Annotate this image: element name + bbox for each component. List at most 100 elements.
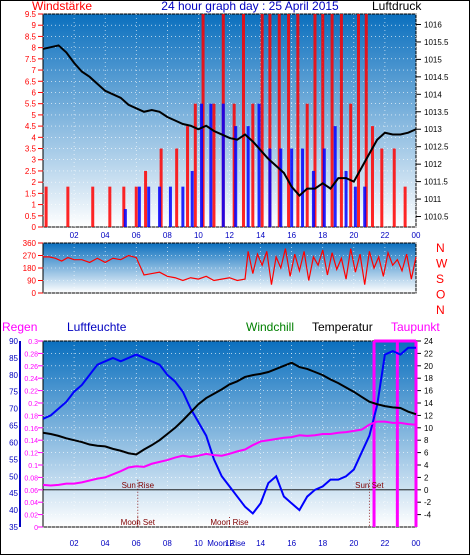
y-tick-label-luftdruck: 1015.5 xyxy=(424,38,449,47)
y-tick-label-windstaerke: 3.5 xyxy=(25,145,37,154)
y-tick-label-luftdruck: 1014 xyxy=(424,90,442,99)
bar-windstärke xyxy=(364,14,368,227)
compass-label: O xyxy=(436,288,445,302)
y-tick-label-luftdruck: 1011.5 xyxy=(424,178,448,187)
bar-windstärke xyxy=(122,186,126,227)
bar-windstärke xyxy=(144,170,148,227)
y-tick-label-luftdruck: 1013 xyxy=(424,125,442,134)
y-tick-label-direction: 360 xyxy=(23,239,37,248)
y-tick-label-luftdruck: 1015 xyxy=(424,55,442,64)
bar-windstärke xyxy=(175,148,179,227)
bar-windstärke xyxy=(201,14,205,227)
x-tick-label: 10 xyxy=(194,539,203,548)
bar-windstärke xyxy=(91,186,95,227)
x-tick-label: 22 xyxy=(380,539,389,548)
annotation-label: Sun Set xyxy=(355,481,384,490)
bar-windstärke xyxy=(305,103,309,227)
wind-pressure-plot-area xyxy=(42,13,417,228)
bar-windstärke xyxy=(330,14,334,227)
bar-böen xyxy=(200,103,204,227)
bar-böen xyxy=(209,103,213,227)
bar-windstärke xyxy=(241,14,245,227)
bar-windstärke xyxy=(287,14,291,227)
x-tick-label: 08 xyxy=(163,231,172,240)
y-tick-label-luftfeuchte: 80 xyxy=(9,371,18,380)
y-tick-label-direction: 0 xyxy=(32,289,37,298)
x-tick-label: 06 xyxy=(132,539,141,548)
bar-windstärke xyxy=(349,103,353,227)
y-tick-label-luftfeuchte: 65 xyxy=(9,422,18,431)
x-tick-label: 18 xyxy=(318,539,327,548)
bar-böen xyxy=(268,148,272,227)
y-tick-label-regen: 0.12 xyxy=(24,451,38,458)
bar-böen xyxy=(279,148,283,227)
bar-böen xyxy=(123,209,127,227)
x-tick-label: 12 xyxy=(225,231,234,240)
y-tick-label-temperatur: 4 xyxy=(424,461,429,470)
bar-windstärke xyxy=(313,14,317,227)
y-tick-label-luftfeuchte: 85 xyxy=(9,354,18,363)
y-tick-label-windstaerke: 9.5 xyxy=(25,10,37,19)
y-tick-label-windstaerke: 0 xyxy=(32,223,37,232)
y-tick-label-temperatur: -4 xyxy=(424,511,432,520)
y-tick-label-luftfeuchte: 55 xyxy=(9,455,18,464)
y-tick-label-luftfeuchte: 70 xyxy=(9,405,18,414)
y-tick-label-windstaerke: 7.5 xyxy=(25,55,37,64)
y-tick-label-temperatur: 24 xyxy=(424,337,433,346)
bar-windstärke xyxy=(212,103,216,227)
x-tick-label: 14 xyxy=(256,231,265,240)
bar-böen xyxy=(363,186,367,227)
x-tick-label: 02 xyxy=(70,231,79,240)
y-tick-label-luftfeuchte: 45 xyxy=(9,489,18,498)
y-tick-label-regen: 0.3 xyxy=(28,339,38,346)
y-tick-label-temperatur: 0 xyxy=(424,486,429,495)
y-tick-label-luftfeuchte: 75 xyxy=(9,388,18,397)
y-tick-label-windstaerke: 5.5 xyxy=(25,100,37,109)
regen-label: Regen xyxy=(2,320,37,334)
taupunkt-label: Taupunkt xyxy=(391,320,440,334)
compass-label: W xyxy=(436,257,448,271)
bar-windstärke xyxy=(403,186,407,227)
bar-windstärke xyxy=(186,126,190,227)
y-tick-label-temperatur: 18 xyxy=(424,374,433,383)
y-tick-label-windstaerke: 8 xyxy=(32,44,37,53)
x-tick-label: 16 xyxy=(287,231,296,240)
windstaerke-label: Windstärke xyxy=(32,0,92,13)
bar-böen xyxy=(301,148,305,227)
bar-windstärke xyxy=(380,148,384,227)
bar-böen xyxy=(137,186,141,227)
y-tick-label-windstaerke: 2.5 xyxy=(25,167,37,176)
annotation-label: Moon Rise xyxy=(210,518,249,527)
y-tick-label-temperatur: 10 xyxy=(424,424,433,433)
y-tick-label-windstaerke: 8.5 xyxy=(25,32,37,41)
x-tick-label: 06 xyxy=(132,231,141,240)
y-tick-label-direction: 270 xyxy=(23,252,37,261)
series-line-windrichtung xyxy=(43,248,417,285)
y-tick-label-windstaerke: 4.5 xyxy=(25,122,37,131)
y-tick-label-regen: 0.22 xyxy=(24,389,38,396)
bar-windstärke xyxy=(260,14,264,227)
y-tick-label-luftfeuchte: 40 xyxy=(9,506,18,515)
y-tick-label-luftfeuchte: 35 xyxy=(9,523,18,532)
y-tick-label-luftdruck: 1014.5 xyxy=(424,73,449,82)
x-tick-label-extra: Moon Rise xyxy=(207,539,246,548)
luftdruck-label: Luftdruck xyxy=(372,0,422,13)
y-tick-label-luftdruck: 1013.5 xyxy=(424,108,449,117)
y-tick-label-regen: 0.26 xyxy=(24,364,38,371)
y-tick-label-regen: 0.1 xyxy=(28,463,38,470)
y-tick-label-direction: 90 xyxy=(27,277,36,286)
bar-böen xyxy=(168,186,172,227)
bar-windstärke xyxy=(392,148,396,227)
series-line-temperatur xyxy=(42,361,417,456)
y-tick-label-regen: 0.02 xyxy=(24,513,38,520)
bar-böen xyxy=(158,186,162,227)
series-line-luftfeuchte xyxy=(42,346,416,515)
bar-windstärke xyxy=(370,126,374,227)
bar-windstärke xyxy=(232,103,236,227)
y-tick-label-regen: 0.24 xyxy=(24,376,38,383)
y-tick-label-temperatur: 6 xyxy=(424,449,429,458)
y-tick-label-regen: 0.14 xyxy=(24,438,38,445)
y-tick-label-regen: 0.16 xyxy=(24,426,38,433)
